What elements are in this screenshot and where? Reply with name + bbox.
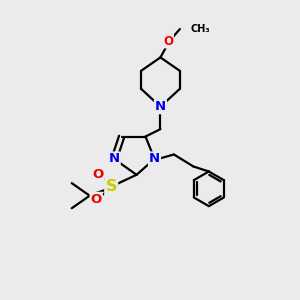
Text: O: O xyxy=(163,34,173,47)
Text: O: O xyxy=(91,193,102,206)
Text: CH₃: CH₃ xyxy=(190,24,210,34)
Text: N: N xyxy=(149,152,160,166)
Text: S: S xyxy=(105,179,117,194)
Text: N: N xyxy=(109,152,120,166)
Text: O: O xyxy=(92,168,103,181)
Text: N: N xyxy=(155,100,166,113)
